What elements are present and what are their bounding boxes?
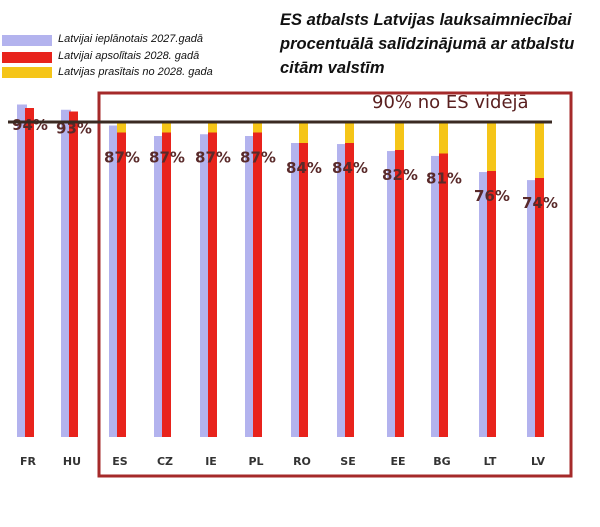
bar-requested-LT [487, 122, 496, 171]
bar-promised-HU [69, 111, 78, 437]
bar-promised-CZ [162, 132, 171, 437]
bar-planned-SE [337, 144, 347, 438]
bar-promised-ES [117, 132, 126, 437]
bar-requested-EE [395, 122, 404, 150]
chart-title: ES atbalsts Latvijas lauksaimniecībai pr… [280, 11, 575, 77]
legend-label-planned: Latvijai ieplānotais 2027.gadā [58, 33, 203, 45]
x-tick-label-RO: RO [293, 455, 311, 468]
bar-promised-IE [208, 132, 217, 437]
bar-planned-CZ [154, 136, 164, 437]
bar-planned-ES [109, 125, 119, 437]
bar-planned-RO [291, 143, 301, 437]
bar-planned-BG [431, 155, 441, 437]
x-tick-label-HU: HU [63, 455, 81, 468]
data-label-BG: 81% [426, 170, 462, 188]
bar-requested-SE [345, 122, 354, 143]
legend-swatch-requested [2, 67, 52, 78]
bar-requested-ES [117, 122, 126, 133]
reference-line-label: 90% no ES vidējā [372, 92, 529, 113]
data-label-EE: 82% [382, 166, 418, 184]
bar-requested-RO [299, 122, 308, 143]
data-label-ES: 87% [104, 149, 140, 167]
data-label-RO: 84% [286, 159, 322, 177]
highlight-box [97, 91, 573, 478]
data-label-CZ: 87% [149, 149, 185, 167]
bar-promised-SE [345, 143, 354, 437]
bar-promised-LV [535, 178, 544, 437]
bar-planned-HU [61, 109, 71, 437]
bar-planned-PL [245, 136, 255, 437]
x-tick-label-EE: EE [390, 455, 405, 468]
bar-planned-EE [387, 151, 397, 438]
data-label-LT: 76% [474, 187, 510, 205]
bar-requested-PL [253, 122, 262, 133]
data-label-PL: 87% [240, 149, 276, 167]
legend-swatch-promised [2, 52, 52, 63]
bar-promised-LT [487, 171, 496, 437]
legend-label-promised: Latvijai apsolītais 2028. gadā [58, 50, 200, 62]
bar-requested-IE [208, 122, 217, 133]
bar-promised-EE [395, 150, 404, 437]
x-tick-label-IE: IE [205, 455, 217, 468]
bar-planned-IE [200, 134, 210, 437]
x-tick-label-BG: BG [433, 455, 450, 468]
bar-planned-LV [527, 180, 537, 437]
bar-requested-BG [439, 122, 448, 154]
x-tick-label-ES: ES [112, 455, 128, 468]
bar-planned-FR [17, 104, 27, 437]
x-tick-label-LT: LT [484, 455, 497, 468]
legend-label-requested: Latvijas prasītais no 2028. gada [58, 66, 213, 78]
data-label-SE: 84% [332, 159, 368, 177]
data-label-HU: 93% [56, 120, 92, 138]
x-tick-label-FR: FR [20, 455, 37, 468]
x-tick-label-SE: SE [340, 455, 355, 468]
bar-planned-LT [479, 172, 489, 438]
bar-requested-LV [535, 122, 544, 178]
x-tick-label-PL: PL [248, 455, 263, 468]
data-label-FR: 94% [12, 116, 48, 134]
data-label-LV: 74% [522, 194, 558, 212]
bar-promised-BG [439, 153, 448, 437]
bar-promised-PL [253, 132, 262, 437]
legend-swatch-planned [2, 35, 52, 46]
data-label-IE: 87% [195, 149, 231, 167]
bar-requested-CZ [162, 122, 171, 133]
x-tick-label-CZ: CZ [157, 455, 173, 468]
bar-promised-FR [25, 108, 34, 437]
x-tick-label-LV: LV [531, 455, 545, 468]
bar-promised-RO [299, 143, 308, 437]
